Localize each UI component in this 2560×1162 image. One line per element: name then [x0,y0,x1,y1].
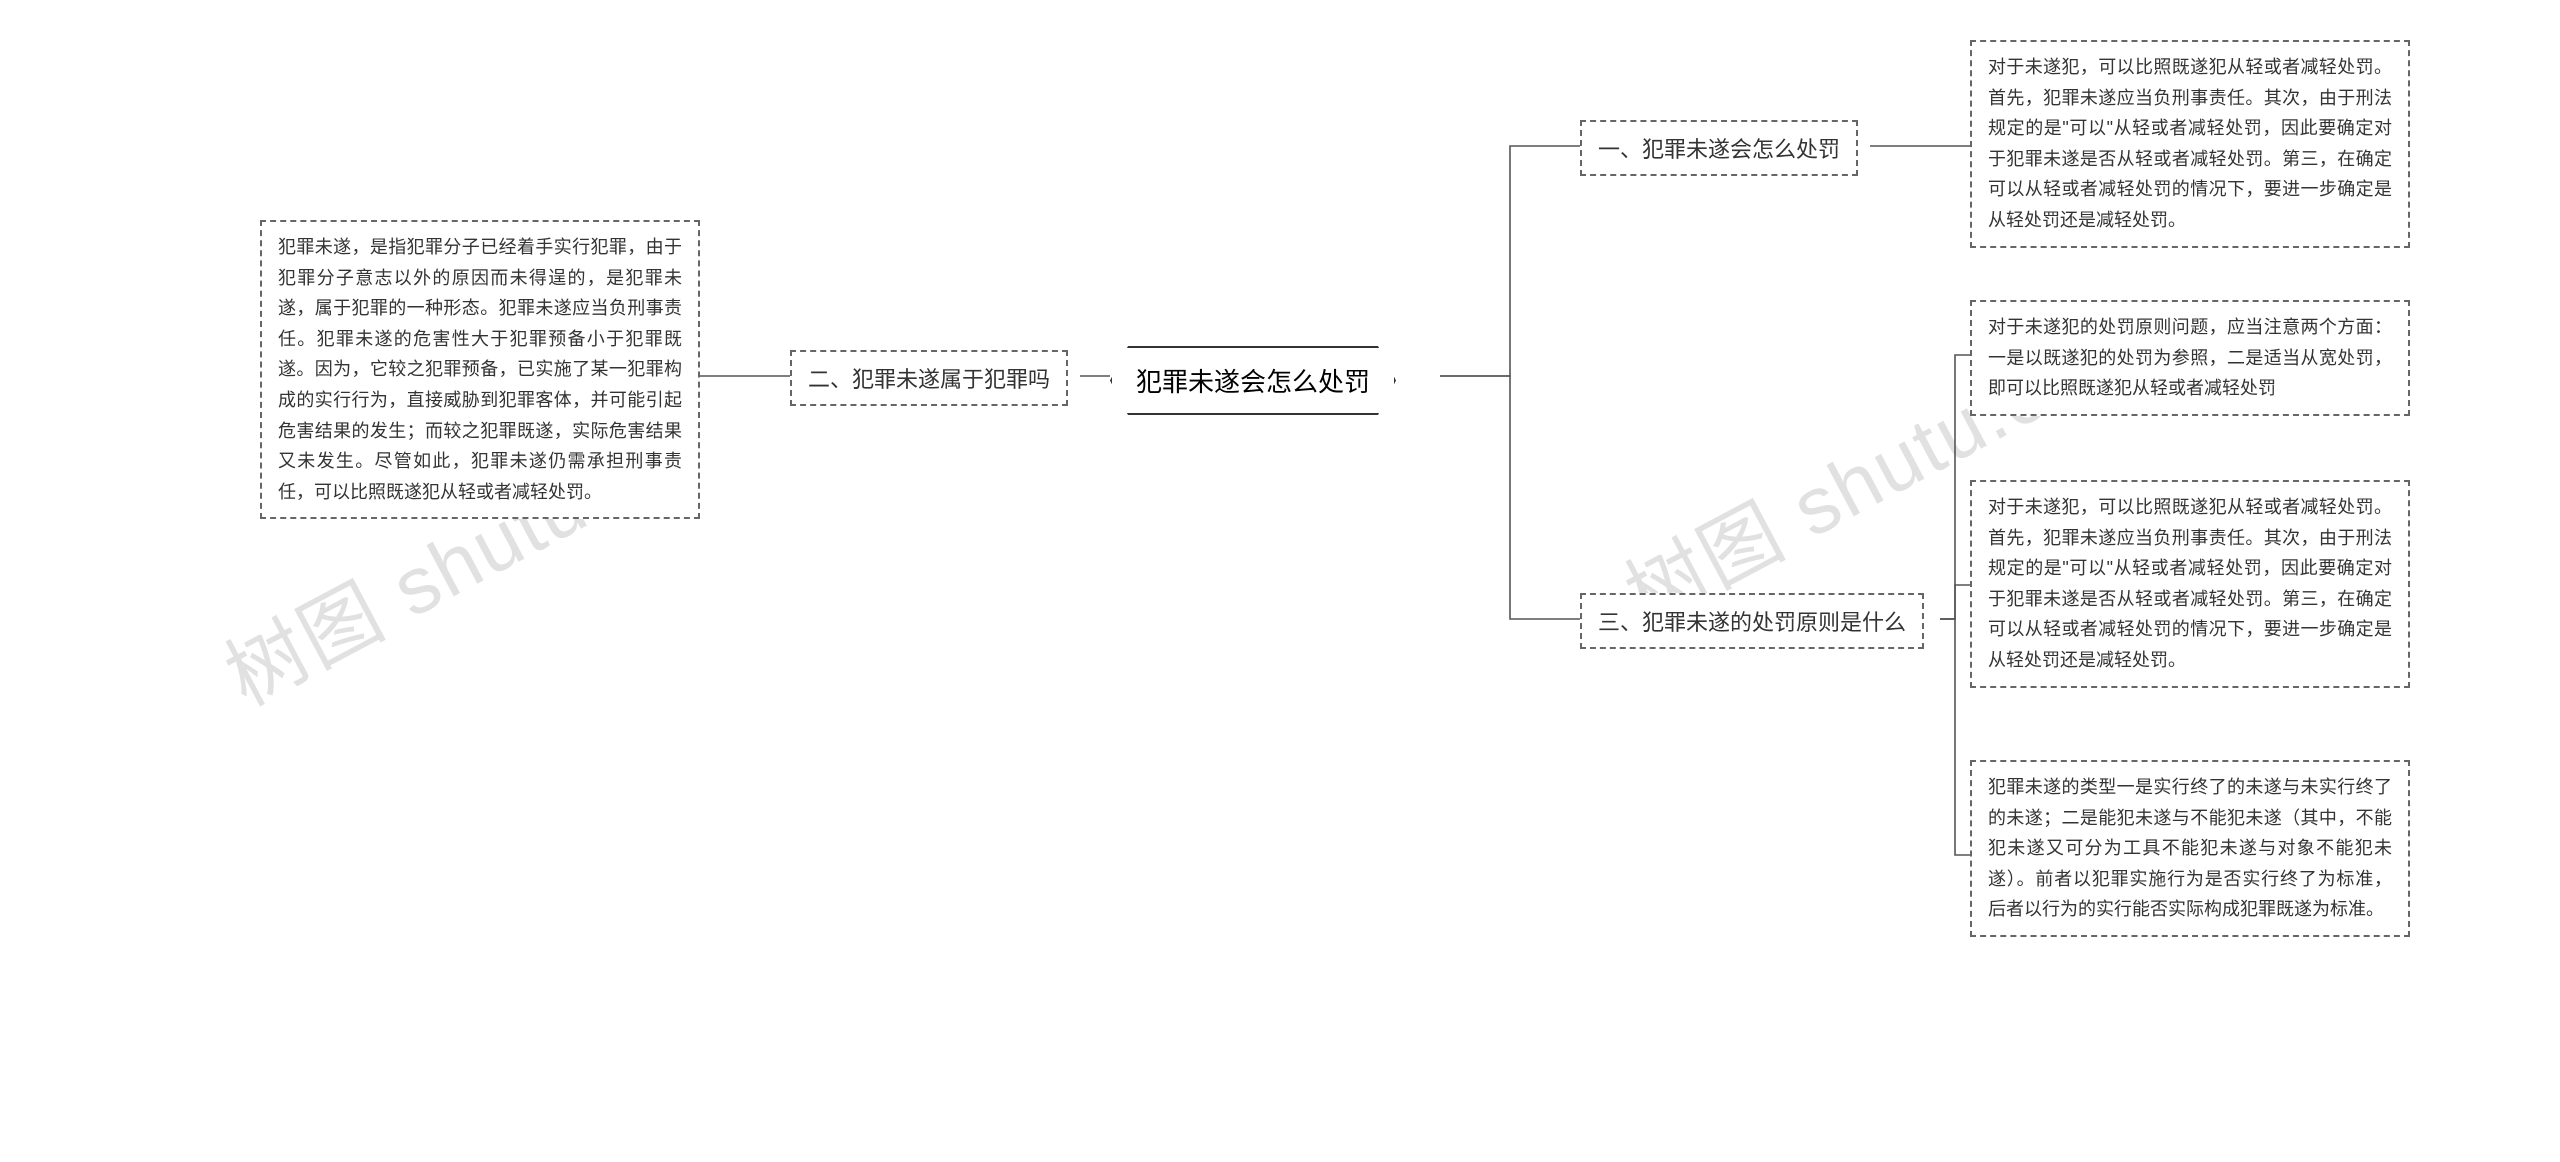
connector [1440,376,1580,619]
connector [1940,355,1970,619]
mindmap-root-node[interactable]: 犯罪未遂会怎么处罚 [1110,346,1396,415]
branch-node-2[interactable]: 二、犯罪未遂属于犯罪吗 [790,350,1068,406]
branch-node-3[interactable]: 三、犯罪未遂的处罚原则是什么 [1580,593,1924,649]
leaf-node-1[interactable]: 对于未遂犯，可以比照既遂犯从轻或者减轻处罚。首先，犯罪未遂应当负刑事责任。其次，… [1970,40,2410,248]
connector [1940,619,1970,855]
branch-node-1[interactable]: 一、犯罪未遂会怎么处罚 [1580,120,1858,176]
leaf-node-3c[interactable]: 犯罪未遂的类型一是实行终了的未遂与未实行终了的未遂；二是能犯未遂与不能犯未遂（其… [1970,760,2410,937]
connector [1940,585,1970,619]
leaf-node-2[interactable]: 犯罪未遂，是指犯罪分子已经着手实行犯罪，由于犯罪分子意志以外的原因而未得逞的，是… [260,220,700,519]
connector [1440,146,1580,376]
leaf-node-3a[interactable]: 对于未遂犯的处罚原则问题，应当注意两个方面：一是以既遂犯的处罚为参照，二是适当从… [1970,300,2410,416]
leaf-node-3b[interactable]: 对于未遂犯，可以比照既遂犯从轻或者减轻处罚。首先，犯罪未遂应当负刑事责任。其次，… [1970,480,2410,688]
